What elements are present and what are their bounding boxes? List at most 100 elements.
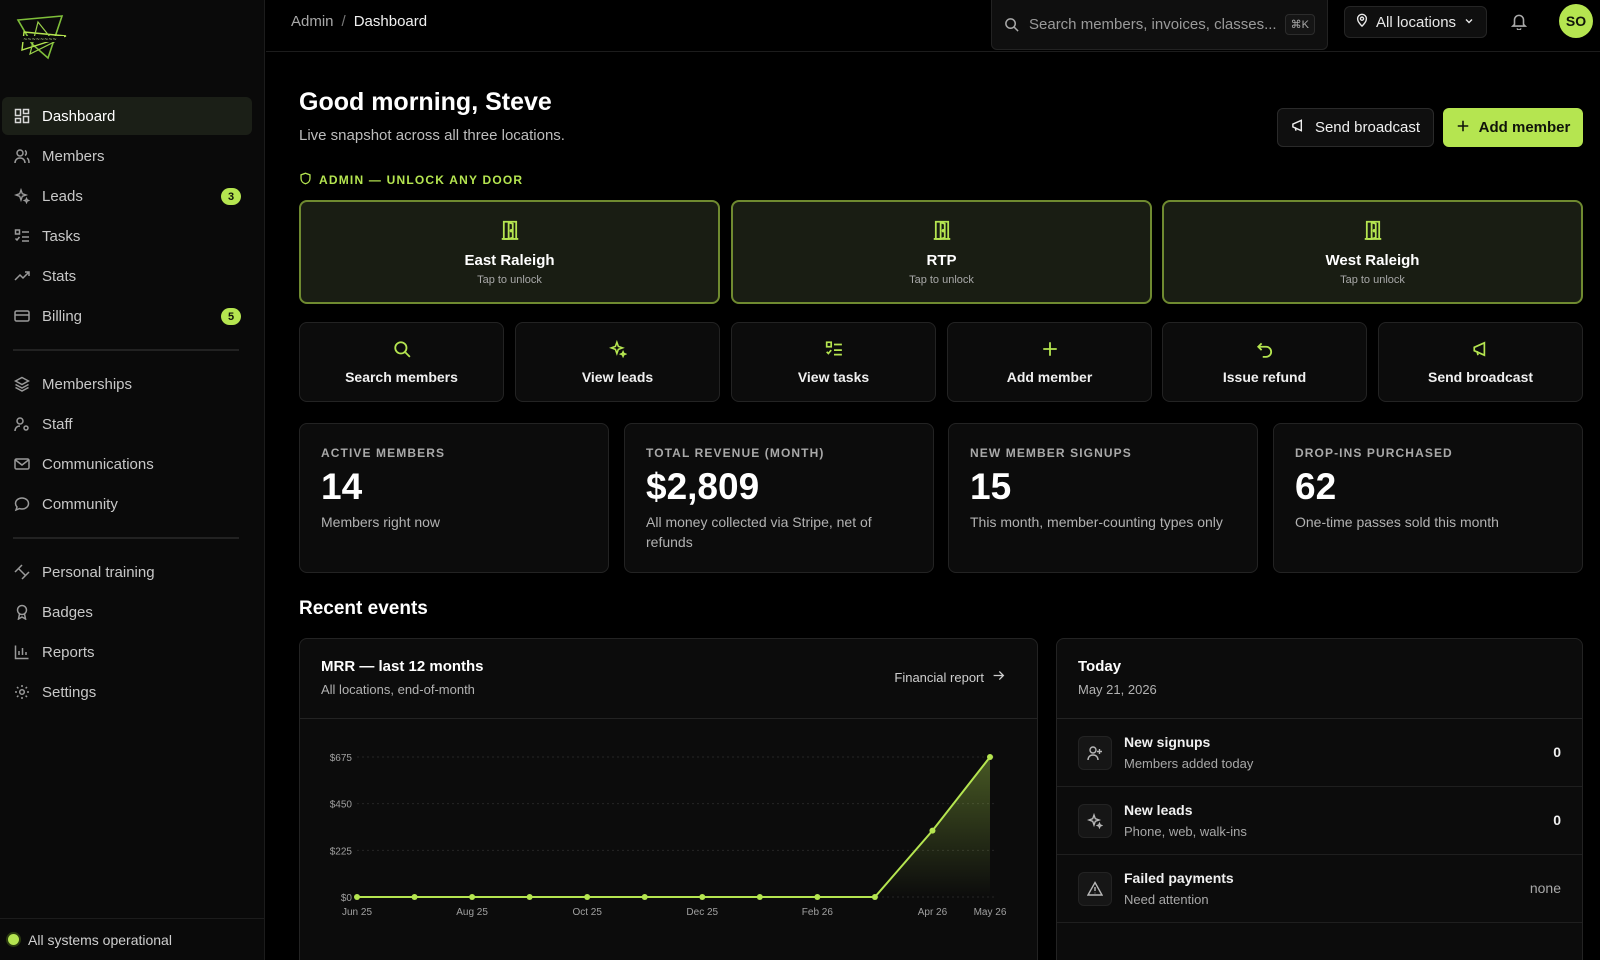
add-member-button[interactable]: Add member [1443, 108, 1583, 147]
members-icon [13, 148, 30, 165]
user-avatar[interactable]: SO [1559, 4, 1593, 38]
svg-text:~~~~~~~~: ~~~~~~~~ [23, 37, 57, 43]
today-row-value: 0 [1553, 812, 1561, 828]
send-broadcast-button[interactable]: Send broadcast [1277, 108, 1434, 147]
quick-action-label: Search members [345, 368, 458, 385]
recent-events-heading: Recent events [299, 598, 428, 619]
sidebar-item-leads[interactable]: Leads 3 [2, 177, 252, 215]
mrr-chart-card: MRR — last 12 months All locations, end-… [299, 638, 1038, 960]
layers-icon [13, 376, 30, 393]
status-indicator [8, 934, 19, 945]
sidebar-item-badges[interactable]: Badges [2, 593, 252, 631]
dashboard-icon [13, 108, 30, 125]
breadcrumb-root[interactable]: Admin [291, 13, 334, 30]
chart-point [411, 894, 418, 900]
sidebar-item-label: Stats [42, 267, 77, 285]
system-status-text: All systems operational [28, 931, 172, 948]
stat-description: All money collected via Stripe, net of r… [646, 514, 872, 550]
sidebar-item-label: Tasks [42, 227, 81, 245]
y-tick-label: $450 [330, 800, 353, 811]
user-cog-icon [13, 416, 30, 433]
today-row-new-signups[interactable]: New signups Members added today 0 [1057, 719, 1582, 787]
today-row-title: New signups [1124, 734, 1211, 750]
chart-point [641, 894, 648, 900]
door-unlock-west-raleigh[interactable]: West Raleigh Tap to unlock [1162, 200, 1583, 304]
sidebar: ~~~~~~~~ Dashboard Members Leads 3 Tasks… [0, 0, 265, 960]
quick-action-label: Add member [1006, 368, 1093, 385]
list-checks-icon [13, 228, 30, 245]
sidebar-item-label: Settings [42, 683, 97, 701]
mail-icon [13, 456, 30, 473]
brand-logo[interactable]: ~~~~~~~~ [10, 14, 70, 62]
sidebar-item-personal-training[interactable]: Personal training [2, 553, 252, 591]
sidebar-item-label: Billing [42, 307, 83, 325]
sidebar-item-tasks[interactable]: Tasks [2, 217, 252, 255]
today-row-value: none [1529, 880, 1561, 896]
stat-label: NEW MEMBER SIGNUPS [970, 446, 1132, 460]
quick-action-send-broadcast[interactable]: Send broadcast [1378, 322, 1583, 402]
sidebar-item-settings[interactable]: Settings [2, 673, 252, 711]
undo-icon [1256, 340, 1274, 363]
sidebar-item-communications[interactable]: Communications [2, 445, 252, 483]
chat-bubble-icon [13, 496, 30, 513]
credit-card-icon [13, 308, 30, 325]
leads-count-badge: 3 [221, 188, 241, 205]
stat-description: Members right now [321, 514, 441, 530]
today-row-failed-payments[interactable]: Failed payments Need attention none [1057, 855, 1582, 923]
quick-action-view-leads[interactable]: View leads [515, 322, 720, 402]
quick-action-issue-refund[interactable]: Issue refund [1162, 322, 1367, 402]
stat-value: 62 [1295, 466, 1337, 507]
chart-point [929, 827, 936, 834]
today-title: Today [1078, 658, 1122, 675]
stat-value: $2,809 [646, 466, 760, 507]
today-row-new-leads[interactable]: New leads Phone, web, walk-ins 0 [1057, 787, 1582, 855]
door-unlock-heading-text: ADMIN — UNLOCK ANY DOOR [319, 173, 524, 187]
search-input[interactable] [1029, 16, 1285, 33]
chart-point [756, 894, 763, 900]
location-selector[interactable]: All locations [1344, 6, 1487, 38]
location-selected-label: All locations [1376, 13, 1457, 31]
stat-value: 14 [321, 466, 363, 507]
send-broadcast-label: Send broadcast [1314, 119, 1421, 136]
sidebar-item-memberships[interactable]: Memberships [2, 365, 252, 403]
sidebar-item-staff[interactable]: Staff [2, 405, 252, 443]
x-tick-label: May 26 [974, 907, 1007, 918]
sidebar-item-members[interactable]: Members [2, 137, 252, 175]
door-name: RTP [926, 251, 957, 269]
chart-point [814, 894, 821, 900]
sidebar-item-label: Memberships [42, 375, 133, 393]
sidebar-item-label: Leads [42, 187, 83, 205]
global-search[interactable]: ⌘K [991, 0, 1328, 50]
mrr-area-fill [357, 757, 990, 897]
today-row-title: Failed payments [1124, 870, 1234, 886]
sidebar-item-dashboard[interactable]: Dashboard [2, 97, 252, 135]
door-unlock-rtp[interactable]: RTP Tap to unlock [731, 200, 1152, 304]
sidebar-item-billing[interactable]: Billing 5 [2, 297, 252, 335]
quick-action-add-member[interactable]: Add member [947, 322, 1152, 402]
y-tick-label: $0 [341, 893, 353, 904]
sidebar-item-stats[interactable]: Stats [2, 257, 252, 295]
sidebar-item-label: Staff [42, 415, 73, 433]
bell-icon[interactable] [1510, 12, 1528, 35]
quick-action-view-tasks[interactable]: View tasks [731, 322, 936, 402]
sparkles-icon [1078, 804, 1112, 838]
door-hint: Tap to unlock [477, 273, 542, 286]
megaphone-icon [1472, 340, 1490, 363]
sidebar-item-reports[interactable]: Reports [2, 633, 252, 671]
door-unlock-east-raleigh[interactable]: East Raleigh Tap to unlock [299, 200, 720, 304]
quick-action-search-members[interactable]: Search members [299, 322, 504, 402]
dumbbell-icon [13, 564, 30, 581]
today-row-subtitle: Need attention [1124, 892, 1209, 907]
door-name: East Raleigh [464, 251, 555, 269]
chevron-down-icon [1463, 14, 1475, 31]
door-hint: Tap to unlock [909, 273, 974, 286]
chart-point [699, 894, 706, 900]
stat-description: This month, member-counting types only [970, 514, 1223, 530]
x-tick-label: Aug 25 [456, 907, 488, 918]
trending-up-icon [13, 268, 30, 285]
chart-point [987, 754, 993, 760]
financial-report-link[interactable]: Financial report [894, 669, 1005, 685]
sidebar-item-community[interactable]: Community [2, 485, 252, 523]
sidebar-item-label: Dashboard [42, 107, 116, 125]
map-pin-icon [1355, 13, 1369, 31]
